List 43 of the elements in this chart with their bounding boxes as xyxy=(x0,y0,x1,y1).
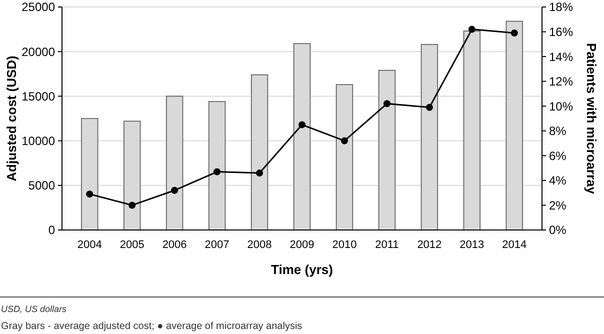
text: Gray bars - average adjusted cost; ● average of microarray analysis xyxy=(1,321,302,332)
x-tick-label: 2004 xyxy=(77,239,102,251)
x-tick-label: 2009 xyxy=(290,239,314,251)
point xyxy=(510,30,518,37)
x-tick-label: 2010 xyxy=(332,239,357,251)
text: USD, US dollars xyxy=(1,304,68,314)
x-tick-label: 2011 xyxy=(375,239,399,251)
point xyxy=(426,104,433,111)
x-tick-label: 2007 xyxy=(204,239,230,251)
y2-tick-label: 8% xyxy=(549,124,567,138)
x-tick-label: 2005 xyxy=(120,239,144,251)
point xyxy=(171,186,178,194)
y2-tick-label: 4% xyxy=(549,174,567,188)
y2-tick-label: 18% xyxy=(549,0,574,14)
point xyxy=(298,121,306,128)
x-tick-label: 2014 xyxy=(502,239,527,251)
y-axis-title: Adjusted cost (USD) xyxy=(4,56,19,182)
x-tick-label: 2006 xyxy=(162,239,187,251)
y-tick-label: 5000 xyxy=(28,178,56,193)
y2-tick-label: 14% xyxy=(549,50,574,64)
y2-tick-label: 6% xyxy=(549,148,567,163)
point xyxy=(340,137,348,144)
point xyxy=(86,190,94,198)
y2-tick-label: 16% xyxy=(549,24,574,39)
y2-tick-label: 12% xyxy=(549,74,574,89)
y-tick-label: 25000 xyxy=(22,0,56,14)
y2-tick-label: 0% xyxy=(549,223,567,238)
x-axis-title: Time (yrs) xyxy=(271,262,333,277)
y-tick-label: 15000 xyxy=(22,89,56,104)
y2-tick-label: 10% xyxy=(549,99,574,114)
point xyxy=(128,202,136,209)
y2-tick-label: 2% xyxy=(549,198,567,212)
point xyxy=(214,168,221,176)
x-tick-label: 2013 xyxy=(460,239,484,251)
x-tick-label: 2008 xyxy=(247,239,272,251)
y2-axis-title: Patients with microarray xyxy=(584,43,599,195)
point xyxy=(383,100,390,108)
y-tick-label: 20000 xyxy=(22,44,56,59)
x-tick-label: 2012 xyxy=(417,239,442,251)
point xyxy=(468,26,476,33)
y-tick-label: 0 xyxy=(48,223,56,238)
point xyxy=(256,170,264,177)
y-tick-label: 10000 xyxy=(22,134,56,148)
